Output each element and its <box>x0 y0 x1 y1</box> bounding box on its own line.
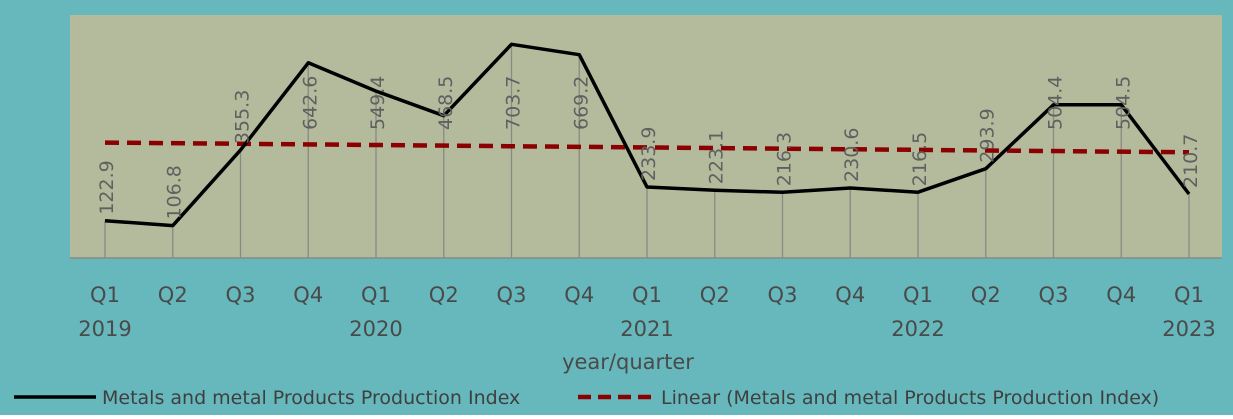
x-year-label: 2020 <box>349 317 402 341</box>
x-tick-label: Q4 <box>835 283 865 307</box>
x-tick-label: Q4 <box>293 283 323 307</box>
x-tick-label: Q3 <box>1039 283 1069 307</box>
x-tick-label: Q1 <box>632 283 662 307</box>
data-label: 293.9 <box>977 108 999 162</box>
data-label: 216.5 <box>909 132 931 186</box>
data-label: 210.7 <box>1180 134 1202 188</box>
x-tick-label: Q4 <box>1106 283 1136 307</box>
x-tick-label: Q2 <box>158 283 188 307</box>
data-label: 230.6 <box>841 128 863 182</box>
data-label: 122.9 <box>96 160 118 214</box>
data-label: 504.4 <box>1045 76 1067 130</box>
data-label: 669.2 <box>570 76 592 130</box>
data-label: 233.9 <box>638 127 660 181</box>
x-tick-label: Q3 <box>497 283 527 307</box>
x-tick-label: Q4 <box>564 283 594 307</box>
data-label: 468.5 <box>435 76 457 130</box>
legend-series-label: Metals and metal Products Production Ind… <box>102 387 520 409</box>
x-tick-label: Q2 <box>429 283 459 307</box>
data-label: 642.6 <box>299 76 321 130</box>
x-tick-label: Q3 <box>226 283 256 307</box>
x-year-label: 2023 <box>1162 317 1215 341</box>
data-label: 355.3 <box>232 90 254 144</box>
x-year-label: 2019 <box>78 317 131 341</box>
x-axis-title: year/quarter <box>562 350 694 374</box>
data-label: 106.8 <box>164 165 186 219</box>
data-label: 504.5 <box>1112 76 1134 130</box>
x-tick-label: Q2 <box>700 283 730 307</box>
x-tick-label: Q1 <box>90 283 120 307</box>
data-label: 223.1 <box>706 130 728 184</box>
x-year-label: 2021 <box>620 317 673 341</box>
data-label: 549.4 <box>367 76 389 130</box>
data-label: 216.3 <box>774 132 796 186</box>
data-label: 703.7 <box>503 76 525 130</box>
x-tick-label: Q3 <box>768 283 798 307</box>
x-tick-label: Q2 <box>971 283 1001 307</box>
x-tick-label: Q1 <box>903 283 933 307</box>
x-tick-label: Q1 <box>361 283 391 307</box>
x-tick-label: Q1 <box>1174 283 1204 307</box>
x-year-label: 2022 <box>891 317 944 341</box>
legend-trendline-label: Linear (Metals and metal Products Produc… <box>661 387 1159 409</box>
